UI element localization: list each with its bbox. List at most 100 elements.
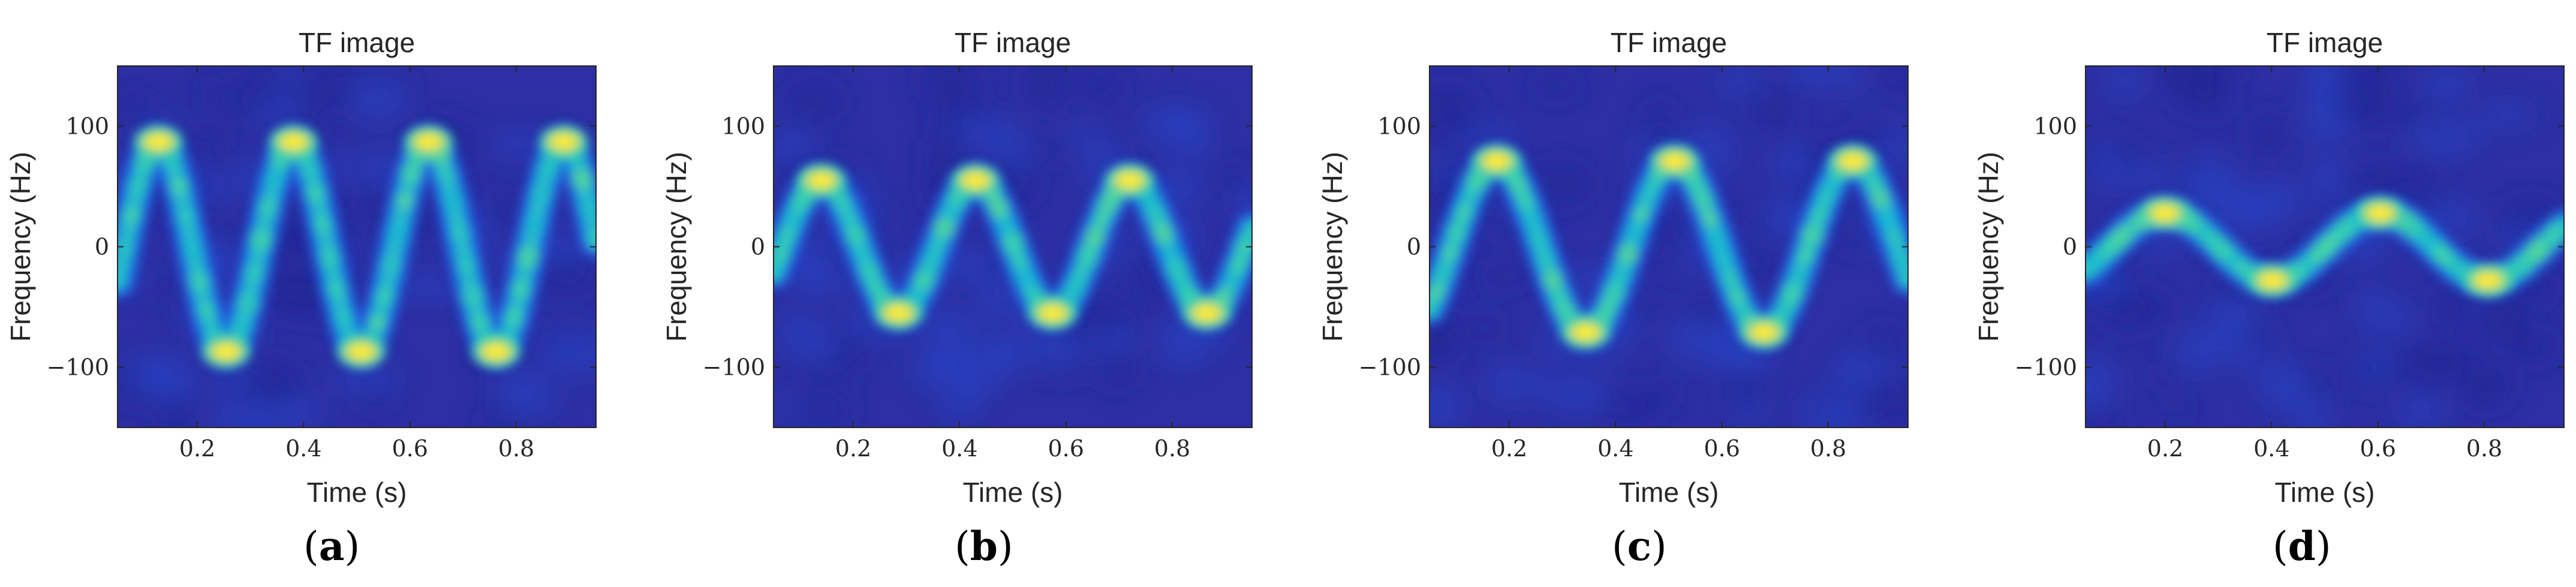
ridge-blob [913,269,935,291]
y-tick-label: −100 [47,354,109,381]
ridge-blob [1430,297,1440,319]
noise-blob [1474,265,1539,286]
noise-blob [1084,301,1146,331]
ridge-blob [1244,221,1252,237]
ridge-blob [381,255,401,276]
noise-blob [784,79,843,124]
noise-blob [1082,66,1123,103]
noise-blob [1458,125,1517,150]
ridge-blob [929,237,946,254]
ridge-blob [841,209,857,226]
x-tick-label: 0.4 [285,435,321,462]
y-tick-label: 0 [1407,234,1421,260]
noise-blob [152,281,182,304]
ridge-blob [1152,222,1174,243]
ridge-blob [264,168,285,190]
noise-blob [498,366,538,416]
ridge-blob [1542,270,1563,291]
noise-blob [144,359,195,402]
ridge-blob [387,221,409,243]
caption-a: (a) [303,523,360,570]
y-tick-label: 0 [2063,234,2077,260]
ridge-blob [1626,225,1643,242]
noise-layer [2086,66,2563,428]
noise-blob [1881,66,1908,98]
ridge-blob [1603,282,1626,304]
ridge-blob [1810,206,1828,224]
noise-blob [1863,380,1908,423]
noise-blob [2239,322,2279,357]
noise-blob [2175,328,2222,372]
ridge-blob [1516,192,1534,210]
noise-blob [2092,137,2117,190]
ridge-blob [1446,222,1467,243]
noise-blob [2086,360,2114,410]
ridge-blob [1714,249,1734,269]
ridge-blob [249,228,273,252]
ridge-blob [859,261,880,282]
ridge-blob [258,198,278,217]
ridge-blob [335,309,351,326]
noise-blob [561,263,588,281]
peak-center [1755,327,1772,338]
ridge-blob [1897,267,1908,289]
noise-blob [1826,395,1865,428]
ridge-blob [183,240,202,258]
ridge-blob [1722,270,1739,288]
ridge-blob [118,273,126,290]
ridge-blob [1223,274,1240,291]
ridge-blob [571,168,593,190]
ridge-blob [1016,269,1037,289]
noise-blob [2108,66,2140,98]
ridge-blob [128,176,148,195]
peak-center [1577,327,1594,338]
ridge-blob [1529,230,1549,249]
noise-blob [2359,350,2391,381]
ridge-blob [1162,243,1178,260]
ridge-blob [437,164,455,182]
noise-blob [951,377,992,401]
ridge-blob [134,151,156,173]
ridge-blob [1093,211,1110,228]
ridge-blob [177,208,194,224]
peak-layer [2141,197,2512,296]
noise-blob [2171,66,2243,91]
y-axis-label: Frequency (Hz) [5,152,36,342]
ridge-blob [369,314,386,332]
ridge-blob [921,254,941,273]
panel-c: 0.2 0.4 0.6 0.8 100 0 −100 TF image Time (s) Freq… [1312,0,1956,587]
ridge-blob [1235,236,1252,258]
noise-blob [248,67,277,88]
noise-blob [1788,66,1845,88]
noise-blob [2477,296,2530,348]
noise-blob [1143,106,1211,141]
ridge-blob [833,193,851,212]
x-axis-label: Time (s) [2275,477,2375,508]
ridge-blob [458,257,474,273]
x-tick-label: 0.8 [498,435,534,462]
ridge-blob [162,152,182,173]
peak-center [2479,275,2496,286]
ridge-blob [1790,266,1808,284]
noise-blob [2310,66,2339,96]
y-tick-label: −100 [1359,354,1421,381]
ridge-blob [236,292,259,315]
noise-blob [2409,122,2481,153]
noise-blob [253,103,306,127]
ridge-blob [450,223,468,241]
chart-title: TF image [2267,27,2383,58]
ridge-blob [245,264,264,283]
noise-blob [1733,212,1767,234]
noise-blob [1489,366,1522,402]
ridge-blob [1084,227,1105,248]
noise-blob [1800,396,1829,428]
noise-blob [1430,98,1458,124]
noise-blob [2475,106,2538,126]
y-tick-label: −100 [2015,354,2077,381]
y-tick-label: 100 [721,113,765,140]
ridge-blob [1702,210,1718,227]
ridge-blob [327,280,345,299]
ridge-blob [396,192,413,209]
x-tick-label: 0.8 [1810,435,1846,462]
ridge-blob [1141,192,1158,209]
